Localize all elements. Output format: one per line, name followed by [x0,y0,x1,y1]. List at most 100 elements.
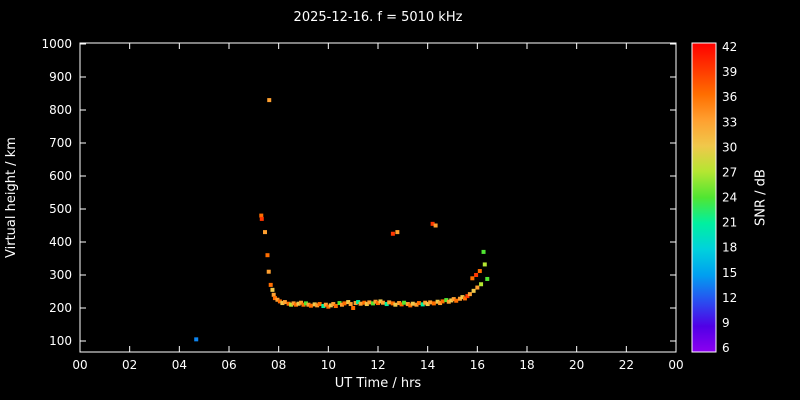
data-point [402,300,407,305]
data-point [387,300,392,305]
data-point [299,300,304,305]
data-point [328,303,333,308]
data-point [384,302,389,307]
data-point [259,216,264,221]
data-point [425,302,430,307]
data-point [339,302,344,307]
data-point [291,301,296,306]
data-point [333,304,338,309]
data-point [342,301,347,306]
data-point [467,292,472,297]
data-point [356,300,361,305]
data-point [485,276,490,281]
data-point [306,302,311,307]
data-point [331,302,336,307]
colorbar-tick-label: 30 [722,140,737,154]
y-tick-label: 600 [49,169,72,183]
data-point [280,301,285,306]
data-point [433,223,438,228]
colorbar [692,43,716,352]
data-point [414,302,419,307]
data-point [416,301,421,306]
x-tick-label: 12 [370,358,385,372]
data-point [321,304,326,309]
data-point [308,303,313,308]
data-point [286,301,291,306]
data-point [395,230,400,235]
data-point [444,298,449,303]
colorbar-tick-label: 24 [722,191,737,205]
data-point [390,301,395,306]
data-point [367,300,372,305]
data-point [457,296,462,301]
data-point [277,299,282,304]
data-point [430,221,435,226]
y-tick-label: 500 [49,202,72,216]
data-point [451,297,456,302]
data-point [326,304,331,309]
data-point [462,296,467,301]
colorbar-tick-label: 39 [722,65,737,79]
data-point [454,298,459,303]
x-tick-label: 16 [470,358,485,372]
chart-title: 2025-12-16. f = 5010 kHz [293,10,463,25]
data-point [362,300,367,305]
x-tick-label: 00 [72,358,87,372]
data-point [294,302,299,307]
y-tick-label: 400 [49,235,72,249]
colorbar-tick-label: 21 [722,216,737,230]
colorbar-frame [691,42,717,353]
data-point [351,306,356,310]
x-tick-label: 02 [122,358,137,372]
data-point [337,301,342,306]
colorbar-label: SNR / dB [753,169,769,226]
y-tick-label: 800 [49,103,72,117]
data-point [435,299,440,304]
data-point [475,285,480,290]
data-point [471,288,476,293]
data-point [353,301,358,306]
data-point [289,302,294,307]
data-point [267,98,272,103]
data-point [431,301,436,306]
data-point [271,292,276,297]
x-axis-label: UT Time / hrs [334,376,422,391]
data-point [358,301,363,306]
data-point [446,299,451,304]
data-point [438,301,443,306]
data-point [282,300,287,305]
data-point [270,287,275,292]
y-tick-label: 700 [49,136,72,150]
data-point [373,299,378,304]
data-point [317,302,322,307]
data-point [263,230,268,235]
plot-frame [79,42,677,353]
colorbar-tick-label: 36 [722,90,737,104]
data-point [465,294,470,299]
colorbar-tick-label: 9 [722,316,730,330]
data-point [477,269,482,274]
data-point [460,295,465,300]
data-point [481,249,486,254]
data-point [315,303,320,308]
data-point [428,300,433,305]
data-point [303,301,308,306]
data-point [420,302,425,307]
data-point [380,300,385,305]
colorbar-tick-label: 27 [722,165,737,179]
data-point [423,300,428,305]
data-point [399,302,404,307]
data-point [482,262,487,267]
data-point [405,302,410,307]
y-axis-label: Virtual height / km [4,137,19,258]
colorbar-tick-label: 15 [722,266,737,280]
data-point [378,299,383,304]
data-point [323,302,328,307]
data-point [194,337,199,342]
y-tick-label: 200 [49,301,72,315]
x-tick-label: 06 [221,358,236,372]
data-point [266,269,271,274]
data-point [474,273,479,277]
